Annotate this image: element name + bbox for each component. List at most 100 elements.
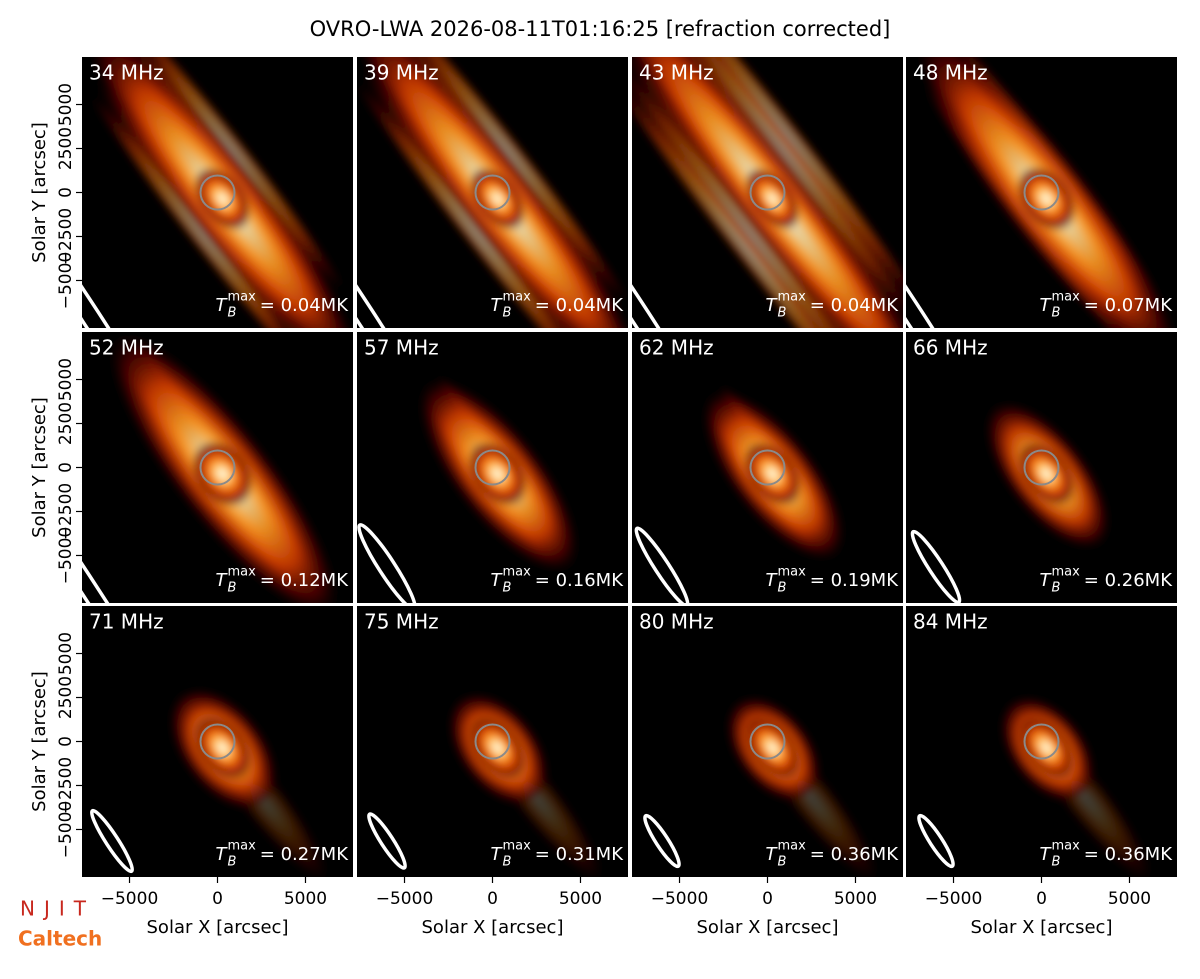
x-axis-label: Solar X [arcsec] — [971, 917, 1113, 938]
image — [906, 57, 1177, 328]
tb-max-value: = 0.36MK — [1084, 844, 1173, 865]
emission — [417, 372, 581, 574]
emission-core — [1017, 166, 1076, 231]
beam — [643, 813, 681, 869]
solar-disk — [199, 449, 236, 486]
tb-symbol-sub: B — [502, 855, 511, 870]
emission-core — [469, 167, 526, 230]
frequency-label: 62 MHz — [639, 336, 714, 360]
emission — [106, 332, 341, 603]
frequency-label: 80 MHz — [639, 610, 714, 634]
x-axis-label: Solar X [arcsec] — [147, 917, 289, 938]
tb-symbol-sup: max — [227, 565, 256, 580]
tb-max-value: = 0.07MK — [1084, 295, 1173, 316]
emission-streak — [357, 74, 603, 328]
tb-symbol-base: T — [490, 570, 503, 591]
beam — [906, 179, 1004, 328]
tb-symbol-base: T — [1039, 844, 1052, 865]
frequency-label: 84 MHz — [913, 610, 988, 634]
emission — [701, 382, 847, 563]
beam — [82, 463, 174, 603]
x-tick-label: −5000 — [376, 889, 434, 909]
frequency-label: 52 MHz — [89, 336, 164, 360]
tb-symbol-base: T — [1039, 295, 1052, 316]
tb-symbol-sub: B — [227, 306, 236, 321]
solar-disk — [749, 174, 786, 211]
tb-symbol-sup: max — [227, 839, 256, 854]
solar-disk — [474, 723, 511, 760]
emission-core — [744, 716, 801, 779]
frequency-label: 75 MHz — [364, 610, 439, 634]
image — [632, 606, 903, 877]
x-tick-label: 0 — [487, 889, 498, 909]
emission-core — [1018, 716, 1075, 779]
emission — [357, 57, 628, 328]
y-axis-label: Solar Y [arcsec] — [29, 122, 50, 263]
frequency-label: 43 MHz — [639, 61, 714, 85]
solar-disk — [1023, 174, 1060, 211]
tb-symbol-sub: B — [1051, 306, 1060, 321]
x-tick-label: −5000 — [925, 889, 983, 909]
y-tick-label: −2500 — [56, 208, 76, 266]
frequency-label: 48 MHz — [913, 61, 988, 85]
logo-caltech: Caltech — [18, 927, 102, 951]
x-tick-label: 0 — [212, 889, 223, 909]
y-tick-label: 0 — [56, 736, 76, 747]
y-axis-label: Solar Y [arcsec] — [29, 397, 50, 538]
tb-max-value: = 0.27MK — [260, 844, 349, 865]
emission-core — [1018, 442, 1075, 506]
solar-disk — [199, 723, 236, 760]
beam — [82, 179, 180, 328]
emission-core — [469, 716, 526, 780]
tb-symbol-base: T — [490, 844, 503, 865]
tb-symbol-base: T — [765, 570, 778, 591]
y-tick-label: −5000 — [56, 527, 76, 585]
solar-disk — [199, 174, 236, 211]
emission-body — [913, 57, 1177, 328]
frequency-label: 66 MHz — [913, 336, 988, 360]
tb-symbol-sub: B — [502, 306, 511, 321]
tb-symbol-sub: B — [777, 855, 786, 870]
tb-max-value: = 0.04MK — [260, 295, 349, 316]
beam — [90, 808, 134, 874]
tb-symbol-sup: max — [502, 290, 531, 305]
tb-symbol-sup: max — [1051, 839, 1080, 854]
tb-max-value: = 0.12MK — [260, 570, 349, 591]
logo-njit: NJIT — [20, 897, 95, 921]
beam — [367, 812, 407, 870]
emission-core — [745, 167, 800, 230]
x-tick-label: −5000 — [651, 889, 709, 909]
y-tick-label: 5000 — [56, 83, 76, 126]
y-tick-label: 2500 — [56, 676, 76, 719]
emission-streak — [632, 62, 894, 328]
x-tick-label: 5000 — [284, 889, 327, 909]
emission-streak — [382, 57, 628, 311]
tb-max-value: = 0.31MK — [535, 844, 624, 865]
tb-symbol-sup: max — [777, 290, 806, 305]
beam — [357, 179, 455, 328]
tb-symbol-sup: max — [1051, 290, 1080, 305]
tb-symbol-sup: max — [1051, 565, 1080, 580]
emission — [632, 57, 903, 328]
tb-max-value: = 0.16MK — [535, 570, 624, 591]
y-tick-label: −2500 — [56, 757, 76, 815]
tb-symbol-base: T — [215, 570, 228, 591]
beam — [632, 179, 730, 328]
y-tick-label: −2500 — [56, 483, 76, 541]
image — [82, 57, 353, 328]
y-tick-label: 2500 — [56, 402, 76, 445]
frequency-label: 39 MHz — [364, 61, 439, 85]
emission-core — [743, 442, 802, 506]
x-tick-label: 5000 — [1108, 889, 1151, 909]
emission — [725, 695, 881, 877]
beam — [910, 529, 962, 603]
beam — [634, 526, 690, 603]
image — [357, 606, 628, 877]
tb-max-value: = 0.26MK — [1084, 570, 1173, 591]
frequency-label: 34 MHz — [89, 61, 164, 85]
